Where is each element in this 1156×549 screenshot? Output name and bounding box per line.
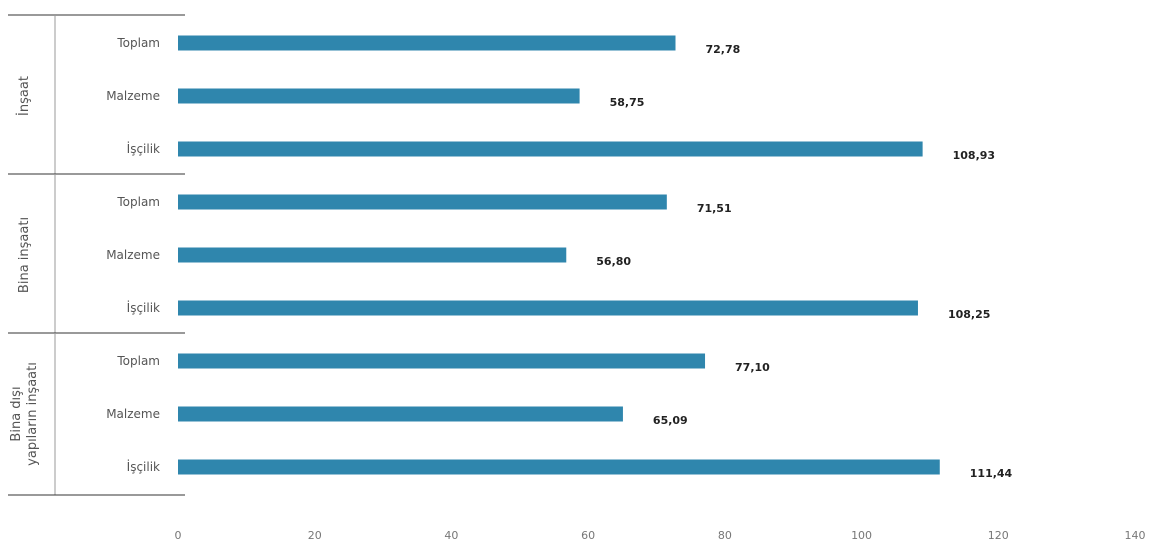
value-label: 108,25 (948, 308, 990, 321)
value-label: 56,80 (596, 255, 631, 268)
bar (178, 300, 918, 316)
bar (178, 141, 923, 157)
value-label: 111,44 (970, 467, 1013, 480)
category-label: Toplam (116, 354, 160, 368)
value-label: 72,78 (706, 43, 741, 56)
bar (178, 406, 623, 422)
category-label: İşçilik (127, 300, 160, 315)
x-tick-label: 40 (444, 529, 458, 542)
group-dividers (8, 14, 185, 496)
category-label: İşçilik (127, 459, 160, 474)
x-tick-label: 100 (851, 529, 872, 542)
group-label: yapıların inşaatı (25, 362, 40, 466)
x-tick-label: 80 (718, 529, 732, 542)
bar (178, 459, 940, 475)
category-label: Malzeme (106, 89, 160, 103)
bar (178, 88, 580, 104)
category-label: Toplam (116, 36, 160, 50)
category-label: Toplam (116, 195, 160, 209)
value-labels: 72,78 58,75 108,93 71,51 56,80 108,25 77,10 65,… (596, 43, 1012, 480)
value-label: 71,51 (697, 202, 732, 215)
bar (178, 35, 676, 51)
value-label: 65,09 (653, 414, 688, 427)
bar (178, 353, 706, 369)
group-labels: İnşaat Bina inşaatı Bina dışı yapıların inş… (9, 76, 40, 466)
x-tick-label: 140 (1125, 529, 1146, 542)
value-label: 58,75 (610, 96, 645, 109)
category-label: Malzeme (106, 248, 160, 262)
bars (178, 35, 940, 475)
group-label: Bina inşaatı (17, 217, 32, 293)
x-tick-label: 0 (175, 529, 182, 542)
bar (178, 194, 667, 210)
group-label: İnşaat (16, 76, 32, 116)
x-tick-label: 60 (581, 529, 595, 542)
x-tick-label: 20 (308, 529, 322, 542)
x-tick-label: 120 (988, 529, 1009, 542)
group-label: Bina dışı (9, 386, 24, 441)
value-label: 77,10 (735, 361, 770, 374)
category-label: Malzeme (106, 407, 160, 421)
category-label: İşçilik (127, 141, 160, 156)
x-axis-ticks: 0 20 40 60 80 100 120 140 (175, 529, 1146, 542)
bar (178, 247, 567, 263)
category-labels: Toplam Malzeme İşçilik Toplam Malzeme İşçilik… (106, 36, 160, 474)
value-label: 108,93 (953, 149, 995, 162)
